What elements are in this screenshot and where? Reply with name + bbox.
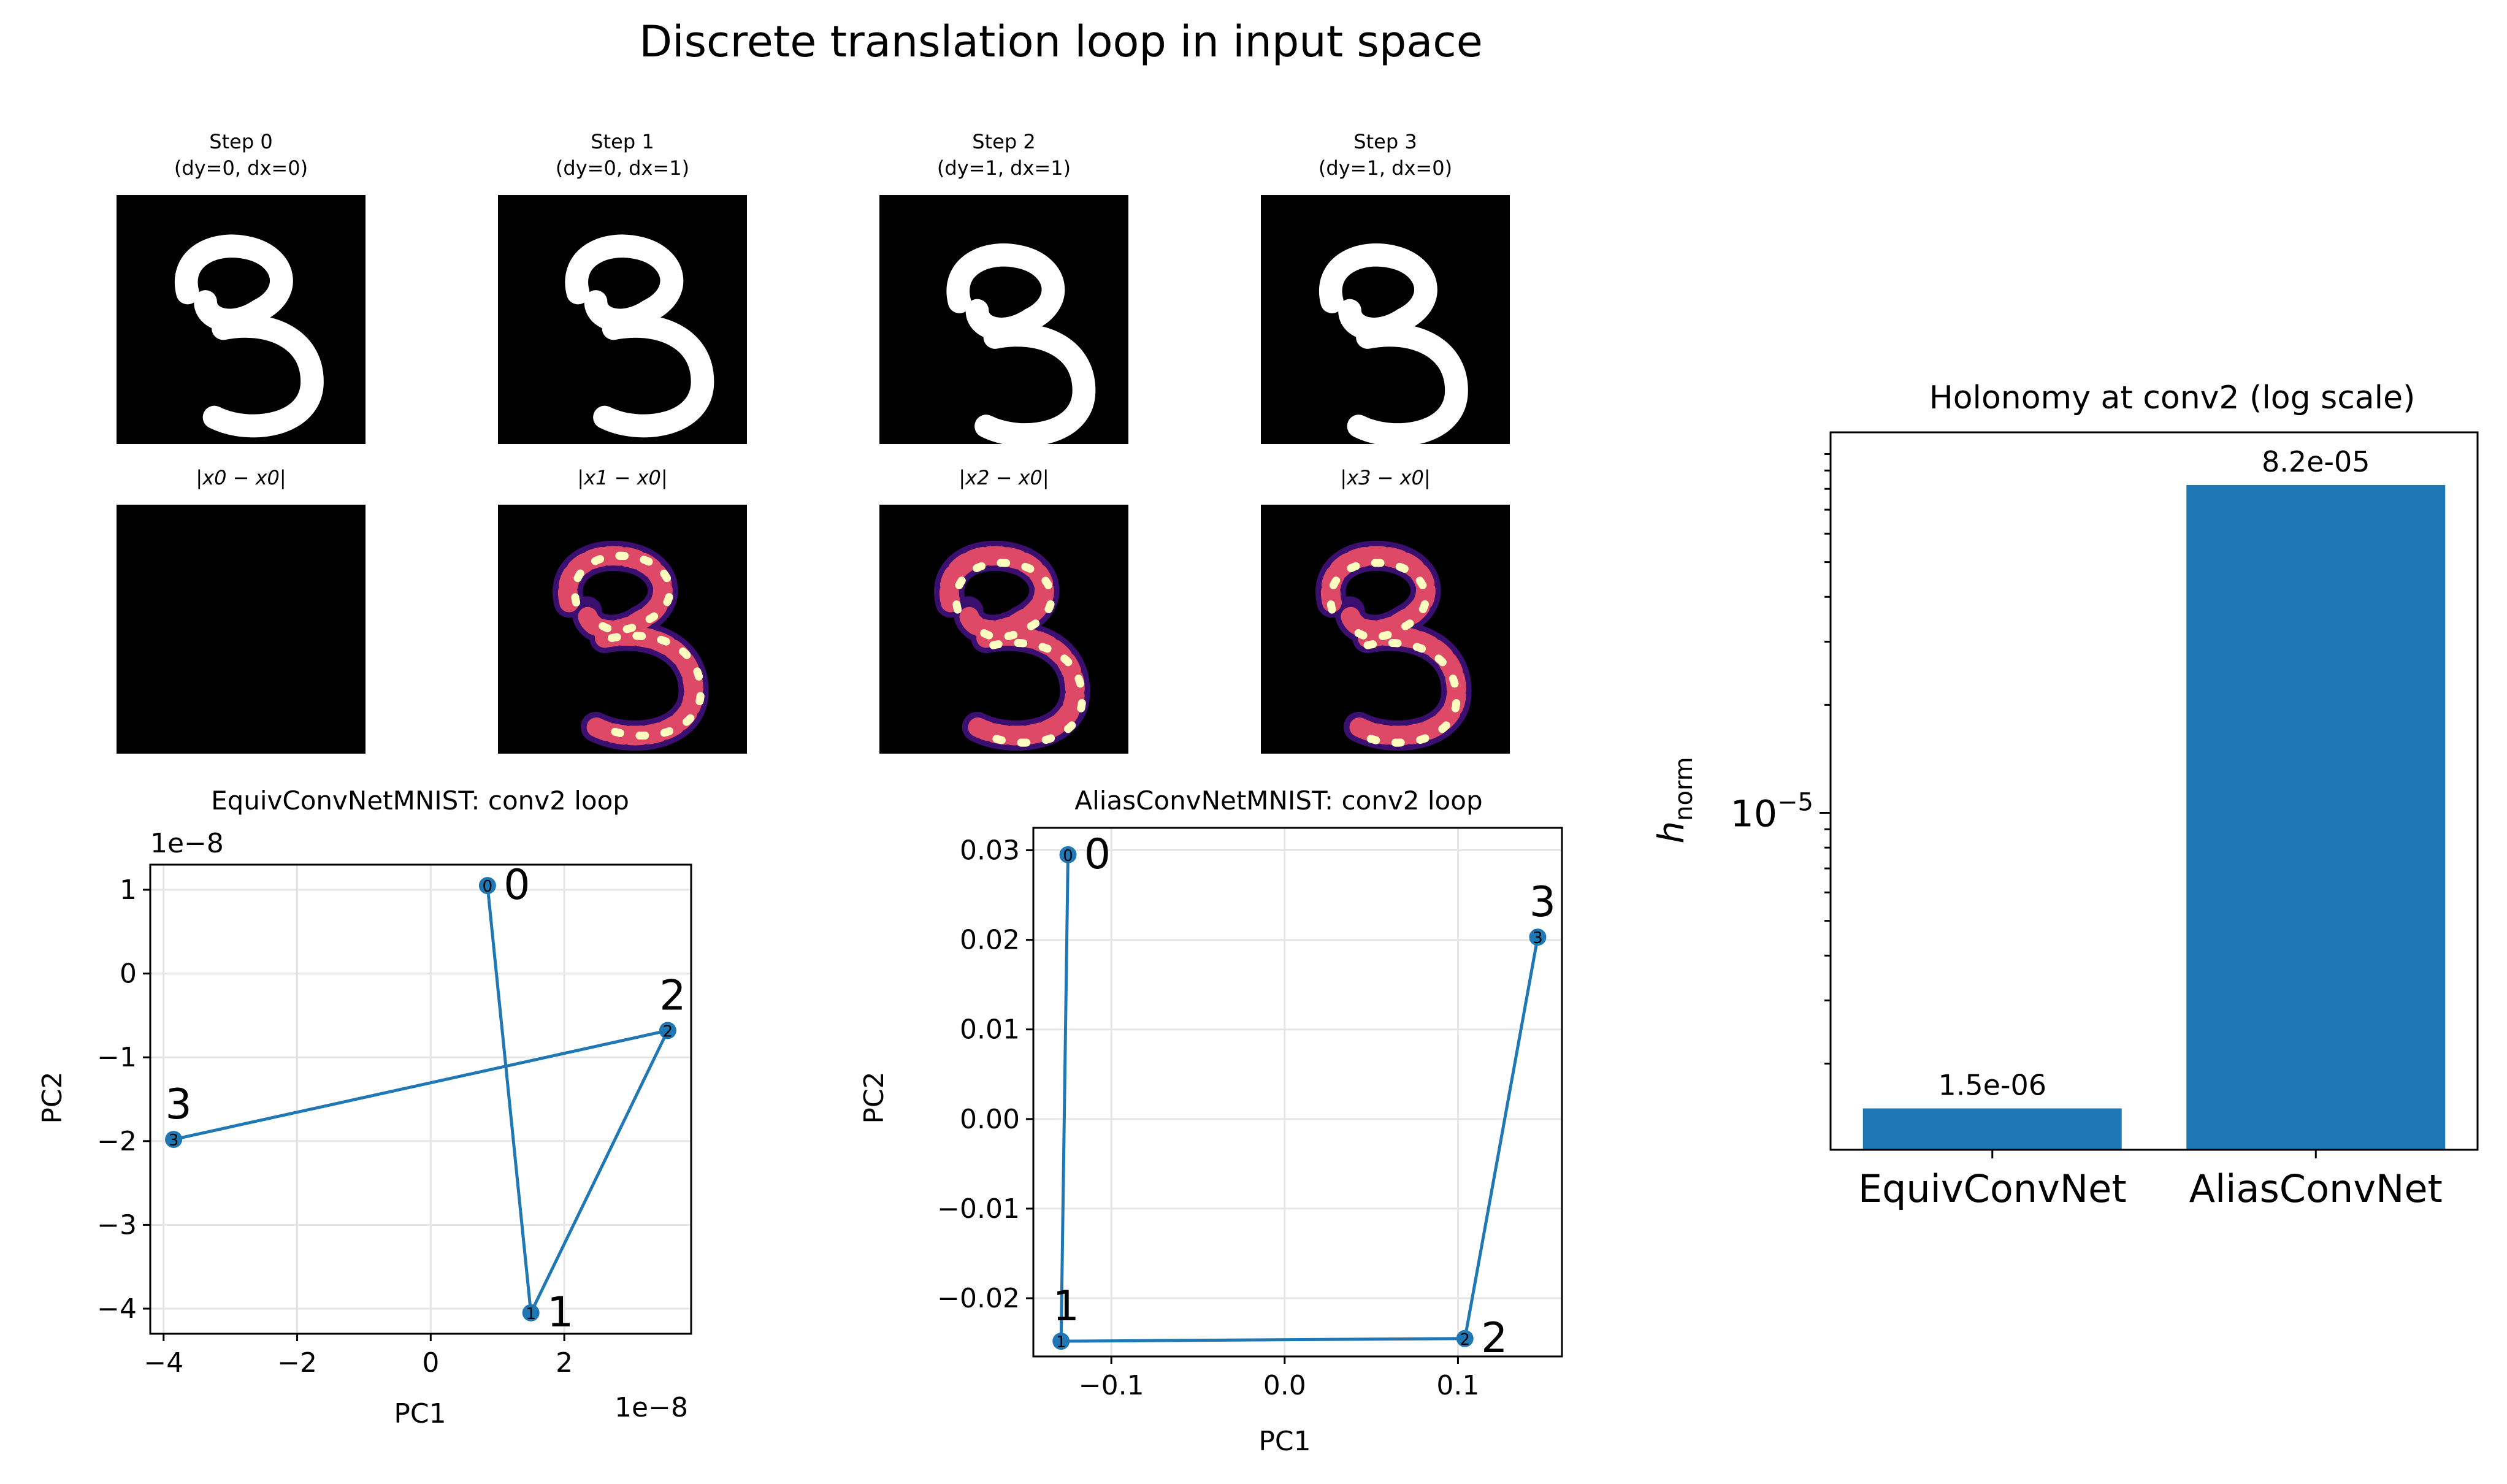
alias-frame <box>1032 827 1563 1358</box>
diff-label-3: |x3 − x0| <box>1340 466 1430 489</box>
alias-point-index-0: 0 <box>1063 847 1073 865</box>
equiv-y-offset-text: 1e−8 <box>150 828 224 859</box>
alias-loop-line <box>1059 854 1539 1343</box>
equiv-point-label-3: 3 <box>165 1080 191 1129</box>
holonomy-bar-chart: Holonomy at conv2 (log scale) hnorm 10−5… <box>1650 380 2479 1211</box>
alias-y-label: PC2 <box>859 1071 890 1123</box>
equiv-x-offset-text: 1e−8 <box>614 1392 688 1423</box>
equiv-y-tick-label: −4 <box>97 1293 137 1325</box>
diff-label-0: |x0 − x0| <box>196 466 286 489</box>
alias-loop-chart: AliasConvNetMNIST: conv2 loop PC1 PC2 −0… <box>859 786 1563 1457</box>
equiv-point-index-2: 2 <box>663 1022 673 1041</box>
equiv-y-tick-label: 1 <box>120 874 137 906</box>
equiv-point-label-1: 1 <box>547 1288 573 1337</box>
step-shift-2: (dy=1, dx=1) <box>937 156 1071 180</box>
step-label-1: Step 1 <box>591 130 654 153</box>
equiv-loop-line <box>173 885 671 1318</box>
diff-map-3 <box>1315 540 1472 751</box>
step-shift-0: (dy=0, dx=0) <box>174 156 308 180</box>
equiv-chart-title: EquivConvNetMNIST: conv2 loop <box>211 786 629 816</box>
alias-y-tick-label: 0.00 <box>960 1104 1020 1135</box>
bar-EquivConvNet <box>1862 1108 2122 1150</box>
digit-stroke-2 <box>946 243 1096 446</box>
alias-point-3 <box>1529 928 1547 946</box>
equiv-frame <box>149 863 692 1335</box>
digit-stroke-3 <box>1319 243 1468 446</box>
alias-point-index-1: 1 <box>1056 1333 1066 1352</box>
step-label-2: Step 2 <box>972 130 1035 153</box>
alias-y-tick-label: −0.01 <box>937 1193 1020 1225</box>
equiv-x-tick-label: 2 <box>556 1347 573 1379</box>
diff-map-2 <box>934 540 1090 751</box>
diff-label-1: |x1 − x0| <box>577 466 667 489</box>
equiv-point-index-0: 0 <box>483 878 493 896</box>
alias-point-index-3: 3 <box>1533 929 1543 947</box>
diff-image-0 <box>117 505 366 754</box>
step-shift-1: (dy=0, dx=1) <box>556 156 689 180</box>
equiv-loop-chart: EquivConvNetMNIST: conv2 loop 1e−8 1e−8 … <box>37 786 692 1429</box>
alias-x-tick-label: 0.0 <box>1263 1370 1306 1401</box>
alias-x-tick-label: −0.1 <box>1079 1370 1144 1401</box>
bar-category-label-1: AliasConvNet <box>2189 1166 2443 1211</box>
step-label-0: Step 0 <box>209 130 272 153</box>
bar-value-label-0: 1.5e-06 <box>1938 1068 2046 1101</box>
alias-y-tick-label: 0.01 <box>960 1014 1020 1046</box>
diff-map-1 <box>553 540 709 751</box>
alias-point-label-0: 0 <box>1084 830 1111 879</box>
step-shift-3: (dy=1, dx=0) <box>1319 156 1452 180</box>
image-grid: Step 0 (dy=0, dx=0) |x0 − x0| Step 1 (dy=0, … <box>117 130 1510 754</box>
equiv-point-1 <box>522 1304 540 1321</box>
equiv-y-tick-label: −1 <box>97 1042 137 1073</box>
alias-point-label-1: 1 <box>1053 1282 1079 1331</box>
bar-AliasConvNet <box>2186 484 2446 1150</box>
alias-point-1 <box>1052 1333 1070 1350</box>
equiv-point-label-2: 2 <box>659 971 686 1020</box>
equiv-y-tick-label: 0 <box>120 958 137 990</box>
diff-label-2: |x2 − x0| <box>959 466 1049 489</box>
alias-y-tick-label: −0.02 <box>937 1283 1020 1314</box>
bar-category-label-0: EquivConvNet <box>1858 1166 2127 1211</box>
alias-x-label: PC1 <box>1258 1426 1311 1457</box>
digit-stroke-1 <box>565 234 714 438</box>
figure-title: Discrete translation loop in input space <box>639 17 1483 67</box>
bar-frame <box>1829 431 2479 1151</box>
bar-chart-title: Holonomy at conv2 (log scale) <box>1929 380 2416 416</box>
equiv-point-3 <box>165 1131 183 1149</box>
equiv-x-label: PC1 <box>394 1398 446 1429</box>
alias-chart-title: AliasConvNetMNIST: conv2 loop <box>1074 786 1482 816</box>
equiv-point-index-3: 3 <box>169 1131 179 1150</box>
equiv-y-tick-label: −2 <box>97 1126 137 1157</box>
equiv-point-2 <box>659 1022 676 1039</box>
equiv-y-tick-label: −3 <box>97 1209 137 1241</box>
alias-point-0 <box>1059 846 1077 863</box>
equiv-point-label-0: 0 <box>503 861 530 909</box>
alias-point-index-2: 2 <box>1460 1331 1470 1349</box>
alias-point-label-3: 3 <box>1529 878 1556 927</box>
digit-stroke-0 <box>175 234 324 438</box>
step-label-3: Step 3 <box>1353 130 1417 153</box>
bar-value-label-1: 8.2e-05 <box>2262 445 2370 478</box>
equiv-x-tick-label: −4 <box>144 1347 183 1379</box>
alias-y-tick-label: 0.03 <box>960 835 1020 866</box>
equiv-point-0 <box>478 877 496 895</box>
alias-point-2 <box>1456 1329 1474 1347</box>
alias-y-tick-label: 0.02 <box>960 925 1020 956</box>
alias-point-label-2: 2 <box>1481 1314 1507 1363</box>
alias-x-tick-label: 0.1 <box>1436 1370 1479 1401</box>
equiv-x-tick-label: −2 <box>277 1347 317 1379</box>
equiv-y-label: PC2 <box>37 1071 68 1123</box>
equiv-point-index-1: 1 <box>526 1305 536 1323</box>
equiv-x-tick-label: 0 <box>422 1347 439 1379</box>
